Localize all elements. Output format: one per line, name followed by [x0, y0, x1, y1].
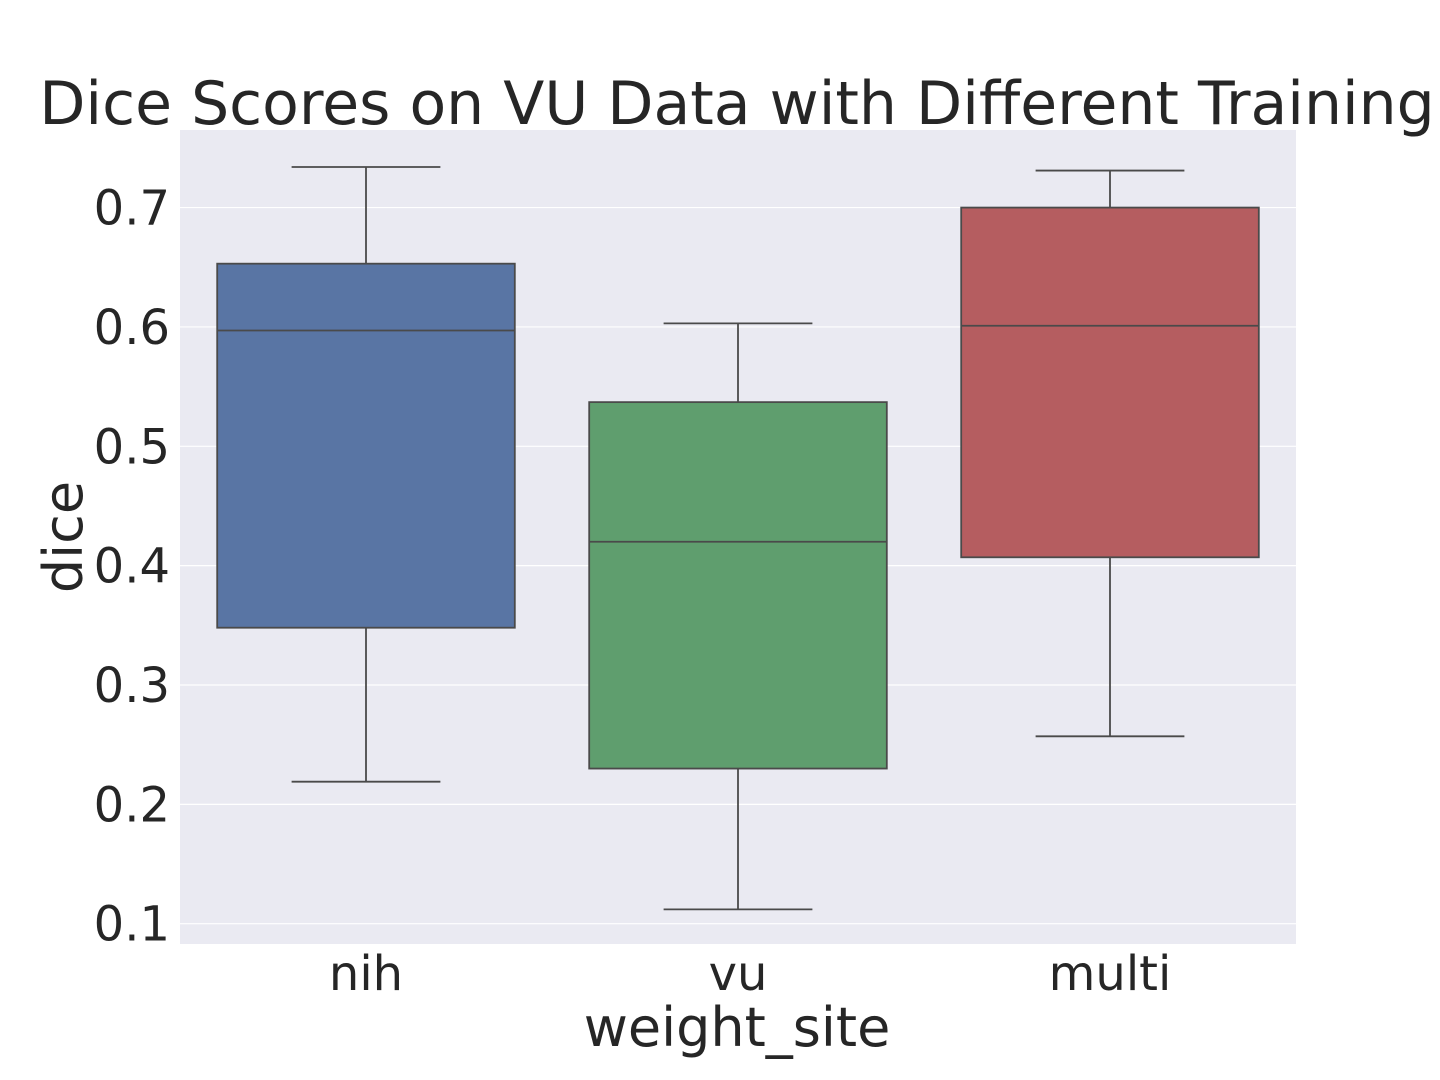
y-tick-label: 0.1	[94, 897, 170, 953]
y-tick-label: 0.7	[94, 181, 170, 237]
box-nih	[216, 166, 516, 783]
y-tick-label: 0.5	[94, 419, 170, 475]
iqr-box	[216, 262, 516, 629]
y-axis-label: dice	[32, 481, 95, 593]
x-tick-label: vu	[709, 946, 768, 1002]
y-tick-labels: 0.1 0.2 0.3 0.4 0.5 0.6 0.7	[94, 181, 170, 953]
x-axis-label: weight_site	[584, 996, 891, 1059]
x-tick-label: multi	[1049, 946, 1172, 1002]
iqr-box	[960, 206, 1260, 559]
boxes	[216, 166, 1260, 911]
x-tick-labels: nih vu multi	[329, 946, 1171, 1002]
x-tick-label: nih	[329, 946, 403, 1002]
y-tick-label: 0.2	[94, 777, 170, 833]
box-multi	[960, 169, 1260, 738]
box-vu	[588, 322, 888, 911]
iqr-box	[588, 401, 888, 770]
y-tick-label: 0.6	[94, 300, 170, 356]
chart-title: Dice Scores on VU Data with Different Tr…	[39, 69, 1435, 139]
y-tick-label: 0.4	[94, 539, 170, 595]
y-tick-label: 0.3	[94, 658, 170, 714]
